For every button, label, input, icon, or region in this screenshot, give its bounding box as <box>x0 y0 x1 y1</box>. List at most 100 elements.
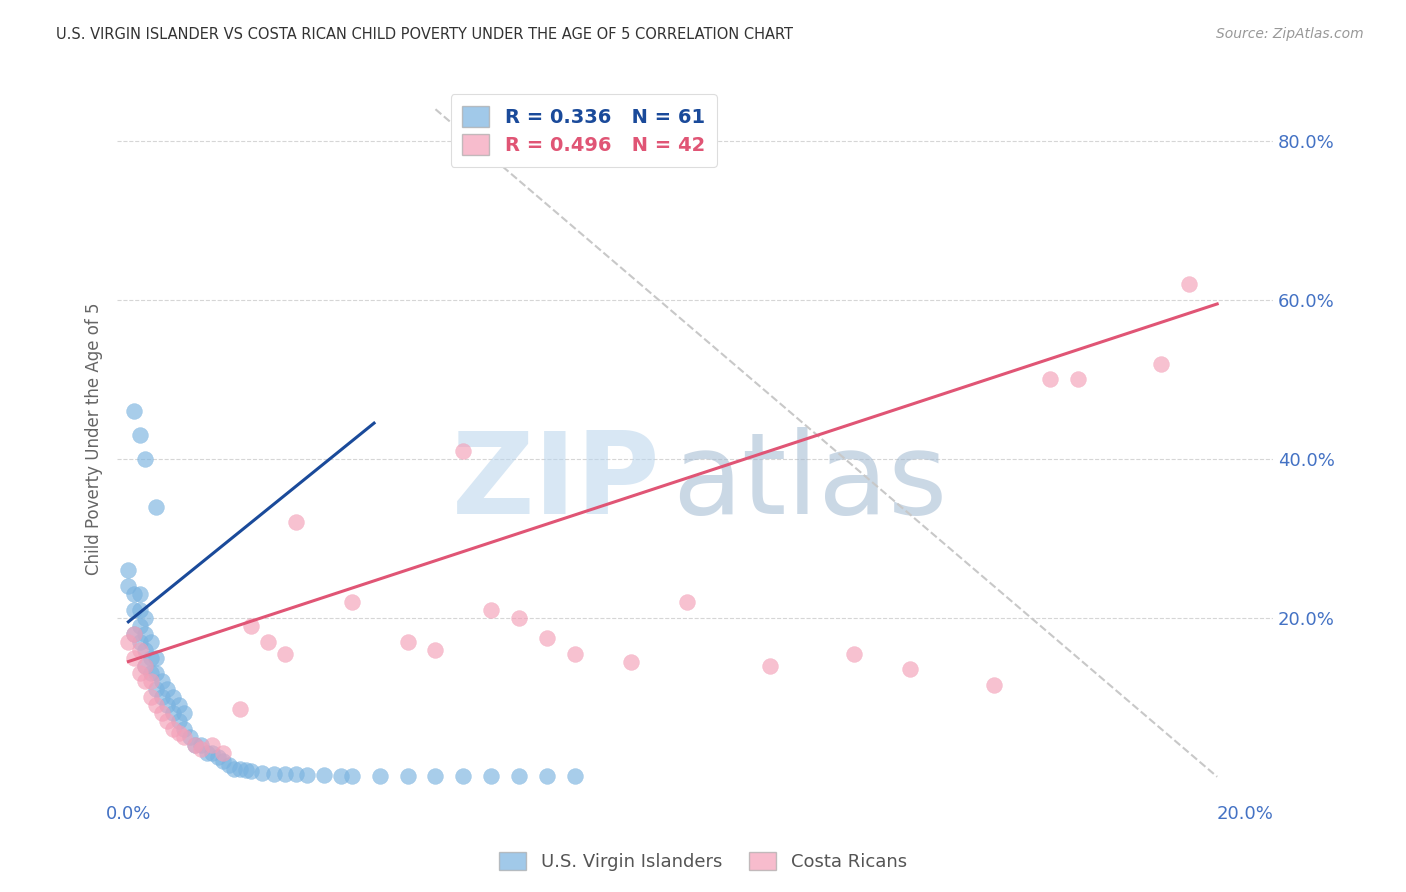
Point <box>128 634 150 648</box>
Point <box>184 738 207 752</box>
Point <box>453 444 475 458</box>
Text: Source: ZipAtlas.com: Source: ZipAtlas.com <box>1216 27 1364 41</box>
Text: atlas: atlas <box>672 427 948 538</box>
Point <box>134 642 156 657</box>
Point <box>329 769 352 783</box>
Point <box>134 658 156 673</box>
Point <box>122 626 145 640</box>
Point <box>396 769 419 783</box>
Point <box>173 730 195 744</box>
Point <box>117 634 139 648</box>
Point <box>425 769 447 783</box>
Point <box>263 766 285 780</box>
Point <box>235 764 257 778</box>
Point <box>122 587 145 601</box>
Point <box>122 404 145 418</box>
Point <box>218 757 240 772</box>
Point <box>184 738 207 752</box>
Point <box>508 611 530 625</box>
Point <box>368 769 391 783</box>
Legend: U.S. Virgin Islanders, Costa Ricans: U.S. Virgin Islanders, Costa Ricans <box>492 845 914 879</box>
Point <box>128 587 150 601</box>
Point <box>201 746 224 760</box>
Y-axis label: Child Poverty Under the Age of 5: Child Poverty Under the Age of 5 <box>86 302 103 575</box>
Point <box>564 647 586 661</box>
Point <box>564 769 586 783</box>
Point <box>173 706 195 721</box>
Point <box>122 626 145 640</box>
Point <box>162 690 184 705</box>
Point <box>1150 357 1173 371</box>
Point <box>139 674 162 689</box>
Point <box>212 746 235 760</box>
Point <box>229 702 252 716</box>
Point <box>156 682 179 697</box>
Point <box>167 726 190 740</box>
Point <box>145 682 167 697</box>
Point <box>145 698 167 713</box>
Point <box>207 750 229 764</box>
Point <box>983 678 1005 692</box>
Point <box>117 579 139 593</box>
Legend: R = 0.336   N = 61, R = 0.496   N = 42: R = 0.336 N = 61, R = 0.496 N = 42 <box>450 95 717 167</box>
Point <box>675 595 697 609</box>
Point <box>134 658 156 673</box>
Point <box>536 769 558 783</box>
Point <box>134 611 156 625</box>
Point <box>284 767 307 781</box>
Point <box>134 626 156 640</box>
Point <box>128 603 150 617</box>
Text: U.S. VIRGIN ISLANDER VS COSTA RICAN CHILD POVERTY UNDER THE AGE OF 5 CORRELATION: U.S. VIRGIN ISLANDER VS COSTA RICAN CHIL… <box>56 27 793 42</box>
Point <box>190 742 212 756</box>
Point <box>229 762 252 776</box>
Point <box>128 428 150 442</box>
Point <box>340 769 363 783</box>
Point <box>340 595 363 609</box>
Point <box>273 767 295 781</box>
Point <box>139 650 162 665</box>
Point <box>620 655 643 669</box>
Text: ZIP: ZIP <box>451 427 661 538</box>
Point <box>1066 372 1088 386</box>
Point <box>844 647 866 661</box>
Point <box>122 650 145 665</box>
Point <box>425 642 447 657</box>
Point <box>224 762 246 776</box>
Point <box>201 738 224 752</box>
Point <box>162 706 184 721</box>
Point <box>898 663 921 677</box>
Point <box>479 603 502 617</box>
Point <box>396 634 419 648</box>
Point <box>145 500 167 514</box>
Point <box>117 563 139 577</box>
Point <box>150 690 173 705</box>
Point <box>479 769 502 783</box>
Point <box>273 647 295 661</box>
Point <box>150 706 173 721</box>
Point <box>240 764 263 779</box>
Point <box>167 714 190 728</box>
Point <box>162 722 184 736</box>
Point <box>252 765 274 780</box>
Point <box>128 666 150 681</box>
Point <box>139 634 162 648</box>
Point <box>453 769 475 783</box>
Point <box>257 634 280 648</box>
Point <box>167 698 190 713</box>
Point <box>195 746 218 760</box>
Point <box>150 674 173 689</box>
Point <box>156 714 179 728</box>
Point <box>145 650 167 665</box>
Point <box>139 690 162 705</box>
Point <box>536 631 558 645</box>
Point <box>759 658 782 673</box>
Point <box>134 451 156 466</box>
Point <box>240 619 263 633</box>
Point <box>190 738 212 752</box>
Point <box>134 674 156 689</box>
Point <box>1039 372 1062 386</box>
Point <box>212 754 235 768</box>
Point <box>284 516 307 530</box>
Point <box>179 730 201 744</box>
Point <box>128 642 150 657</box>
